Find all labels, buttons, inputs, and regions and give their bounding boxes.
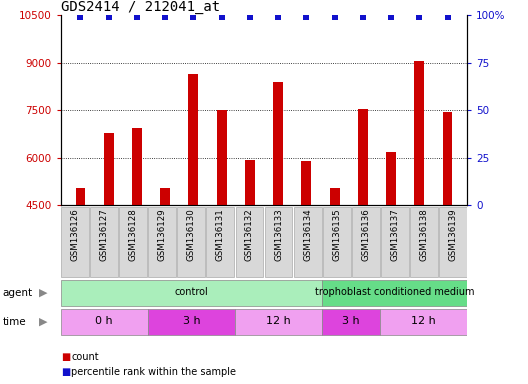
Bar [323, 280, 467, 306]
Bar [381, 309, 467, 334]
Bar [323, 309, 380, 334]
Text: GSM136126: GSM136126 [71, 209, 80, 261]
Bar [442, 112, 452, 205]
Text: GSM136136: GSM136136 [361, 209, 370, 261]
Bar [76, 188, 86, 205]
Bar [90, 207, 118, 277]
Bar [216, 111, 227, 205]
Bar [148, 207, 176, 277]
Text: GSM136131: GSM136131 [216, 209, 225, 261]
Text: GSM136137: GSM136137 [390, 209, 399, 261]
Text: 12 h: 12 h [266, 316, 291, 326]
Text: GSM136130: GSM136130 [187, 209, 196, 261]
Text: ▶: ▶ [39, 288, 48, 298]
Bar [323, 207, 351, 277]
Bar [273, 82, 283, 205]
Text: time: time [3, 316, 26, 327]
Bar [61, 207, 89, 277]
Text: GSM136134: GSM136134 [303, 209, 312, 261]
Text: count: count [71, 352, 99, 362]
Bar [410, 207, 438, 277]
Text: GSM136129: GSM136129 [158, 209, 167, 261]
Text: GSM136128: GSM136128 [129, 209, 138, 261]
Bar [235, 309, 322, 334]
Bar [132, 128, 142, 205]
Text: GSM136133: GSM136133 [274, 209, 283, 261]
Bar [148, 309, 234, 334]
Text: 3 h: 3 h [183, 316, 200, 326]
Bar [61, 309, 147, 334]
Bar [329, 188, 340, 205]
Bar [206, 207, 234, 277]
Text: GSM136138: GSM136138 [419, 209, 428, 261]
Text: 12 h: 12 h [411, 316, 436, 326]
Bar [188, 74, 199, 205]
Text: ■: ■ [61, 352, 70, 362]
Bar [352, 207, 380, 277]
Text: control: control [175, 287, 208, 297]
Text: GSM136135: GSM136135 [332, 209, 341, 261]
Text: percentile rank within the sample: percentile rank within the sample [71, 367, 237, 377]
Text: agent: agent [3, 288, 33, 298]
Bar [294, 207, 322, 277]
Text: GSM136132: GSM136132 [245, 209, 254, 261]
Text: 0 h: 0 h [96, 316, 113, 326]
Bar [381, 207, 409, 277]
Text: GSM136139: GSM136139 [448, 209, 457, 261]
Bar [414, 61, 424, 205]
Text: ▶: ▶ [39, 316, 48, 327]
Text: GSM136127: GSM136127 [100, 209, 109, 261]
Bar [245, 159, 255, 205]
Bar [104, 132, 114, 205]
Text: ■: ■ [61, 367, 70, 377]
Text: GDS2414 / 212041_at: GDS2414 / 212041_at [61, 0, 220, 14]
Bar [235, 207, 263, 277]
Bar [386, 152, 396, 205]
Bar [177, 207, 205, 277]
Text: trophoblast conditioned medium: trophoblast conditioned medium [315, 287, 475, 297]
Bar [61, 280, 322, 306]
Bar [301, 161, 312, 205]
Bar [358, 109, 368, 205]
Bar [160, 188, 170, 205]
Bar [119, 207, 147, 277]
Bar [439, 207, 467, 277]
Bar [265, 207, 293, 277]
Text: 3 h: 3 h [342, 316, 360, 326]
